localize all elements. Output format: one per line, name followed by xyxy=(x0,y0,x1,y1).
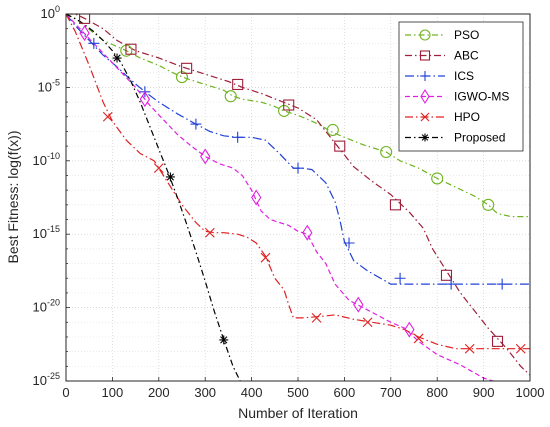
marker-circle xyxy=(419,29,431,41)
marker-plus xyxy=(88,37,100,49)
marker-plus xyxy=(343,237,355,249)
marker-x xyxy=(464,343,475,354)
marker-plus xyxy=(232,131,244,143)
y-axis-title: Best Fitness: log(f(x)) xyxy=(5,130,21,263)
marker-x xyxy=(413,333,424,344)
y-tick-exponent: -15 xyxy=(47,224,60,234)
x-tick-label: 900 xyxy=(473,385,495,400)
marker-square xyxy=(125,43,137,55)
marker-star xyxy=(112,53,122,63)
y-tick-exponent: 0 xyxy=(55,4,60,14)
legend-label-abc: ABC xyxy=(454,49,479,63)
x-tick-label: 600 xyxy=(334,385,356,400)
marker-diamond xyxy=(420,88,430,105)
x-tick-label: 300 xyxy=(194,385,216,400)
marker-x xyxy=(102,111,113,122)
x-tick-label: 800 xyxy=(426,385,448,400)
marker-x xyxy=(311,312,322,323)
marker-square xyxy=(440,269,453,281)
marker-star xyxy=(421,133,429,142)
marker-x xyxy=(260,252,271,263)
marker-plus xyxy=(190,118,202,130)
x-tick-label: 700 xyxy=(380,385,402,400)
marker-plus xyxy=(496,278,508,290)
marker-x xyxy=(362,317,373,328)
y-tick-label: 10-10 xyxy=(33,151,60,168)
y-tick-exponent: -5 xyxy=(52,77,60,87)
marker-x xyxy=(153,163,164,174)
marker-diamond xyxy=(200,148,211,165)
marker-diamond xyxy=(79,25,90,42)
marker-x xyxy=(420,112,430,122)
legend-label-pso: PSO xyxy=(454,28,479,42)
x-axis-ticks: 0 100 200 300 400 500 600 700 800 900 1000 xyxy=(62,377,544,400)
marker-square xyxy=(283,99,295,111)
y-tick-label: 10-5 xyxy=(38,77,60,94)
x-tick-label: 400 xyxy=(241,385,263,400)
y-tick-exponent: -20 xyxy=(47,298,60,308)
marker-star xyxy=(219,335,229,345)
marker-circle xyxy=(380,145,393,159)
marker-square xyxy=(232,78,244,91)
series-line-pso xyxy=(66,14,530,218)
marker-diamond xyxy=(353,296,364,313)
marker-circle xyxy=(224,90,237,103)
y-tick-label: 10-20 xyxy=(33,298,60,315)
x-axis-title: Number of Iteration xyxy=(238,405,358,421)
legend-box xyxy=(398,21,524,152)
series-line-ics xyxy=(66,14,530,285)
marker-x xyxy=(515,343,526,354)
legend-label-proposed: Proposed xyxy=(454,131,505,145)
marker-circle xyxy=(482,198,495,211)
y-tick-exponent: -25 xyxy=(47,371,60,381)
marker-square xyxy=(419,50,431,61)
marker-square xyxy=(389,199,401,211)
y-tick-exponent: -10 xyxy=(47,151,60,161)
x-tick-label: 500 xyxy=(287,385,309,400)
legend-label-igwo-ms: IGWO-MS xyxy=(454,90,509,104)
series-line-proposed xyxy=(66,14,241,381)
marker-circle xyxy=(326,123,339,137)
x-tick-label: 100 xyxy=(102,385,124,400)
y-tick-label: 100 xyxy=(41,4,60,21)
y-tick-label: 10-15 xyxy=(33,224,60,241)
x-tick-label: 0 xyxy=(62,385,69,400)
legend-label-ics: ICS xyxy=(454,69,474,83)
marker-square xyxy=(181,62,193,74)
y-tick-label: 10-25 xyxy=(33,371,60,388)
marker-diamond xyxy=(139,91,151,108)
series-markers xyxy=(79,14,526,354)
marker-x xyxy=(204,227,215,238)
legend-label-hpo: HPO xyxy=(454,110,480,124)
y-axis-ticks: 100 10-5 10-10 10-15 10-20 10-25 xyxy=(33,4,70,388)
marker-square xyxy=(491,335,504,347)
marker-plus xyxy=(394,272,406,284)
x-tick-label: 200 xyxy=(148,385,170,400)
marker-plus xyxy=(420,71,430,81)
x-tick-label: 1000 xyxy=(516,385,545,400)
marker-plus xyxy=(445,278,457,290)
marker-square xyxy=(334,140,346,152)
marker-square xyxy=(79,14,91,24)
marker-diamond xyxy=(404,321,415,338)
marker-diamond xyxy=(302,224,313,241)
marker-star xyxy=(165,172,175,182)
legend: PSO ABC ICS IGWO-MS HPO Proposed xyxy=(398,21,524,152)
series-line-hpo xyxy=(66,14,530,350)
marker-plus xyxy=(292,162,304,174)
marker-circle xyxy=(431,172,444,185)
marker-diamond xyxy=(251,189,262,206)
